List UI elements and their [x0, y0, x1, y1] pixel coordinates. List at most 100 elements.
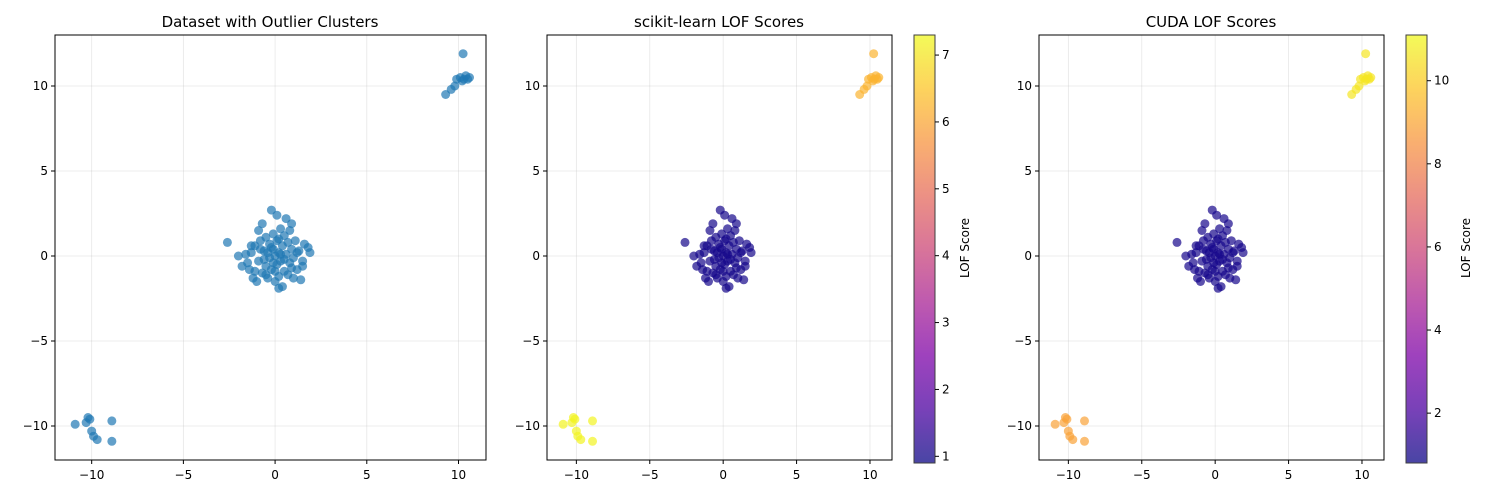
scatter-point-center [1197, 226, 1207, 235]
scatter-point-center [1238, 248, 1248, 258]
panel-1: Dataset with Outlier Clusters −10 −5 0 5 10−… [23, 13, 487, 482]
scatter-point-center [1191, 248, 1201, 258]
scatter-point-center [1201, 254, 1211, 264]
scatter-point-center [1218, 254, 1228, 264]
x-tick-label: −10 [1056, 468, 1081, 482]
scatter-point-center [296, 275, 306, 285]
panel-3-colorbar [1405, 34, 1428, 464]
scatter-point-upper-right [450, 81, 460, 91]
panel-1-points [70, 49, 474, 446]
scatter-point-center [277, 282, 287, 292]
scatter-point-center [254, 226, 264, 235]
x-tick-label: 5 [363, 468, 371, 482]
y-tick-label: −10 [1007, 419, 1032, 433]
scatter-point-center [718, 266, 728, 276]
x-tick-label: 5 [793, 468, 801, 482]
x-tick-label: 0 [271, 468, 279, 482]
scatter-point-center [276, 224, 286, 234]
x-tick-label: −5 [1133, 468, 1151, 482]
scatter-point-upper-right [1366, 73, 1376, 82]
scatter-point-center [680, 237, 690, 247]
colorbar-tick-label: 3 [942, 316, 950, 330]
y-tick-label: −10 [23, 419, 48, 433]
scatter-point-upper-right [869, 49, 879, 59]
x-tick-label: −10 [564, 468, 589, 482]
scatter-point-center [1231, 275, 1241, 285]
scatter-point-center [699, 248, 709, 258]
scatter-point-center [1226, 236, 1236, 246]
y-tick-label: 5 [532, 164, 540, 178]
x-tick-label: −10 [79, 468, 104, 482]
scatter-point-center [274, 234, 284, 244]
x-tick-label: 10 [1354, 468, 1369, 482]
scatter-point-center [723, 224, 733, 234]
y-tick-label: 0 [1024, 249, 1032, 263]
scatter-point-center [255, 244, 265, 254]
y-tick-label: −10 [515, 419, 540, 433]
y-tick-label: 5 [1024, 164, 1032, 178]
scatter-point-upper-right [1361, 49, 1371, 59]
panel-3-axes-frame [1038, 34, 1385, 461]
scatter-point-center [259, 254, 269, 264]
scatter-point-center [708, 219, 718, 229]
colorbar-tick-label: 6 [942, 115, 950, 129]
scatter-point-center [1215, 224, 1225, 234]
scatter-point-lower-left [85, 414, 95, 424]
scatter-point-center [740, 256, 750, 266]
scatter-point-center [1228, 248, 1238, 258]
scatter-point-upper-right [464, 73, 474, 82]
scatter-point-center [746, 248, 756, 258]
scatter-point-center [305, 248, 315, 258]
panel-1-grid [55, 35, 486, 460]
panel-3-title: CUDA LOF Scores [1146, 13, 1277, 31]
colorbar-tick-label: 6 [1434, 240, 1442, 254]
colorbar-tick-label: 7 [942, 48, 950, 62]
scatter-point-center [1213, 234, 1223, 244]
scatter-point-center [1232, 256, 1242, 266]
panel-1-axes-frame [54, 34, 487, 461]
panel-3-ticks: −10 −5 0 5 10 −10 −5 0 5 10 [1007, 79, 1370, 482]
panel-2-colorbar-ticks: 1 2 3 4 5 6 7 [935, 48, 950, 463]
y-tick-label: 0 [40, 249, 48, 263]
panel-2-title: scikit-learn LOF Scores [634, 13, 804, 31]
scatter-point-upper-right [874, 73, 884, 82]
y-tick-label: 10 [525, 79, 540, 93]
panel-2: scikit-learn LOF Scores −10 −5 0 5 10 −10 −5 0 5… [515, 13, 972, 482]
scatter-point-center [246, 241, 256, 251]
panel-2-colorbar-label: LOF Score [958, 218, 972, 278]
scatter-point-center [705, 226, 715, 235]
scatter-point-center [1191, 241, 1201, 251]
panel-3: CUDA LOF Scores −10 −5 0 5 10 −10 −5 0 5 10 2 4 6 8 1… [1007, 13, 1473, 482]
scatter-point-center [1200, 219, 1210, 229]
scatter-point-center [721, 234, 731, 244]
x-tick-label: −5 [641, 468, 659, 482]
scatter-point-center [711, 270, 721, 280]
scatter-point-center [250, 266, 260, 276]
y-tick-label: 0 [532, 249, 540, 263]
panel-3-points [1050, 49, 1376, 446]
scatter-point-center [730, 226, 740, 235]
panel-3-grid [1039, 35, 1384, 460]
panel-1-title: Dataset with Outlier Clusters [162, 13, 379, 31]
scatter-point-upper-right [458, 49, 468, 59]
scatter-point-center [1216, 282, 1226, 292]
panel-1-ticks: −10 −5 0 5 10 −10 −5 0 5 10 [23, 79, 466, 482]
scatter-point-center [252, 277, 262, 286]
scatter-point-center [283, 237, 293, 247]
scatter-point-center [731, 219, 741, 229]
scatter-point-center [739, 275, 749, 285]
y-tick-label: 10 [33, 79, 48, 93]
scatter-point-lower-left [107, 416, 117, 426]
panel-2-axes-frame [546, 34, 893, 461]
scatter-point-center [261, 270, 271, 280]
scatter-point-center [1212, 210, 1222, 220]
scatter-point-center [279, 254, 289, 264]
y-tick-label: 5 [40, 164, 48, 178]
scatter-point-lower-left [588, 436, 598, 446]
panel-3-colorbar-ticks: 2 4 6 8 10 [1427, 74, 1449, 420]
scatter-point-center [720, 210, 730, 220]
scatter-point-center [243, 258, 253, 268]
scatter-point-center [736, 248, 746, 258]
y-tick-label: 10 [1017, 79, 1032, 93]
